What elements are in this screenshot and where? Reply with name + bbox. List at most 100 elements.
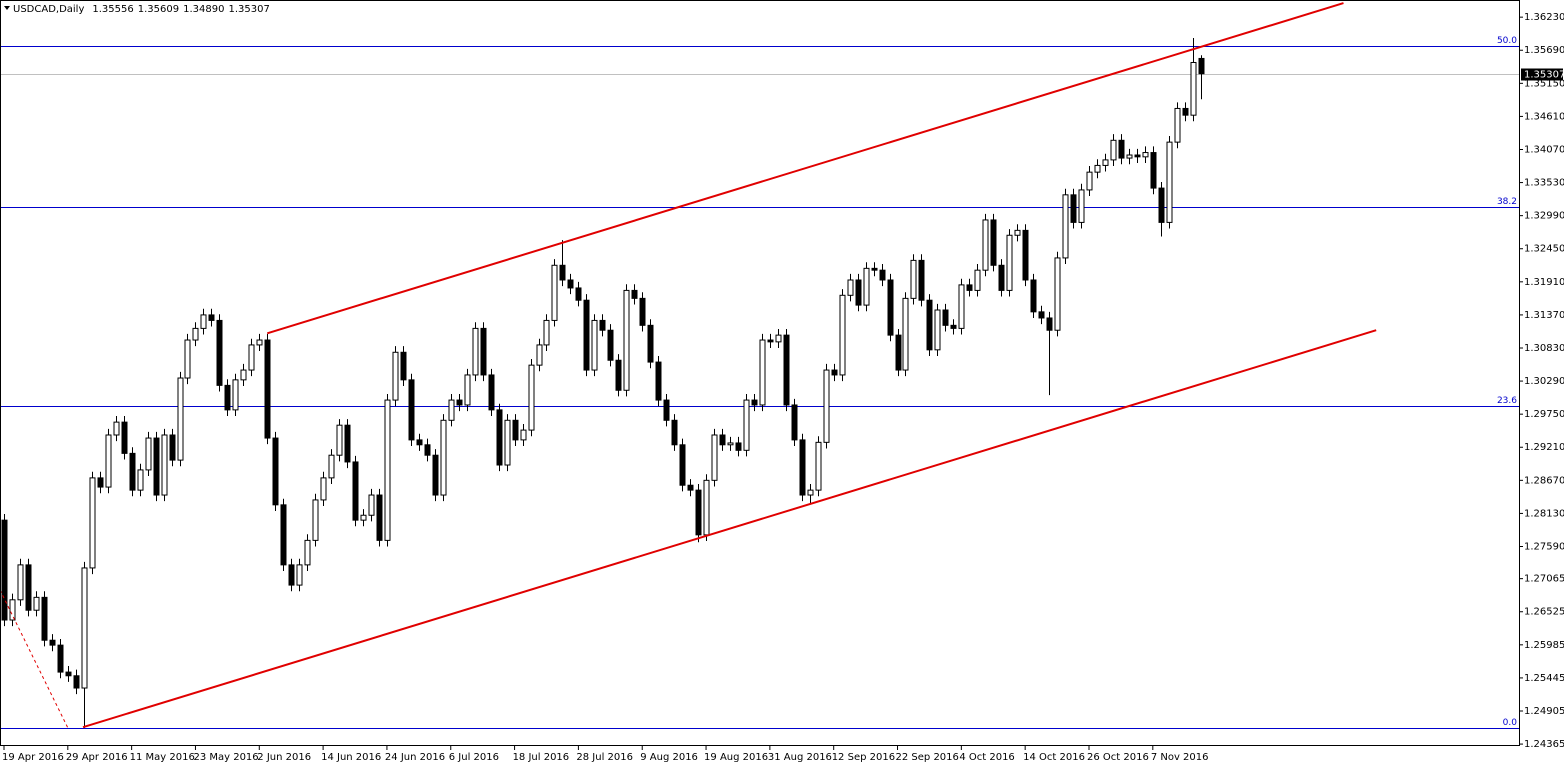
chart-title: USDCAD,Daily 1.35556 1.35609 1.34890 1.35307 [13, 4, 270, 15]
x-tick-label: 28 Jul 2016 [576, 752, 633, 763]
y-tick-label: 1.28130 [1524, 508, 1564, 519]
candle-body [512, 419, 519, 441]
candle-body [97, 477, 104, 488]
candle-body [232, 379, 239, 411]
open-value: 1.35556 [92, 4, 133, 15]
candle-body [727, 442, 734, 446]
candle-body [1078, 189, 1085, 223]
candle-body [145, 437, 152, 471]
candle-body [990, 219, 997, 266]
candle-body [934, 309, 941, 351]
fib-level-label: 38.2 [1497, 197, 1517, 207]
symbol: USDCAD,Daily [13, 4, 84, 15]
candle-body [280, 504, 287, 566]
candle-body [536, 344, 543, 366]
candle-body [607, 329, 614, 361]
candle-body [65, 671, 72, 677]
candle-body [1134, 154, 1141, 158]
candle-body [543, 319, 550, 346]
candle-body [1150, 152, 1157, 189]
candle-body [33, 596, 40, 611]
trendline [0, 589, 69, 729]
candle-body [344, 424, 351, 463]
candle-body [950, 324, 957, 329]
x-tick-label: 6 Jul 2016 [449, 752, 499, 763]
candle-body [575, 287, 582, 301]
candle-body [1182, 107, 1189, 116]
candle-body [73, 675, 80, 689]
candle-body [799, 439, 806, 496]
y-tick-label: 1.24905 [1524, 706, 1564, 717]
x-tick-label: 2 Jun 2016 [257, 752, 311, 763]
candle-body [1046, 317, 1053, 331]
candle-body [1166, 141, 1173, 223]
x-tick-label: 22 Sep 2016 [896, 752, 959, 763]
candle-body [400, 351, 407, 381]
candle-body [703, 479, 710, 536]
candle-body [775, 334, 782, 343]
y-tick-label: 1.28670 [1524, 475, 1564, 486]
candle-body [1142, 152, 1149, 158]
candle-body [256, 339, 263, 346]
candle-body [105, 434, 112, 488]
candle-body [240, 369, 247, 381]
x-tick-label: 29 Apr 2016 [66, 752, 128, 763]
candle-body [1030, 279, 1037, 313]
candle-body [679, 444, 686, 486]
candle-body [49, 639, 56, 646]
candle-body [663, 399, 670, 421]
candle-body [1022, 229, 1029, 281]
y-tick-label: 1.32990 [1524, 211, 1564, 222]
candle-body [871, 267, 878, 271]
y-tick-label: 1.35150 [1524, 78, 1564, 89]
candle-body [1014, 229, 1021, 236]
candle-body [623, 289, 630, 391]
candle-body [1102, 159, 1109, 166]
candle-body [958, 284, 965, 329]
candle-body [735, 442, 742, 451]
candle-body [328, 454, 335, 479]
y-tick-label: 1.27590 [1524, 541, 1564, 552]
candle-body [559, 264, 566, 281]
y-tick-label: 1.29210 [1524, 442, 1564, 453]
candle-body [751, 399, 758, 406]
candle-body [528, 364, 535, 431]
candle-body [791, 404, 798, 441]
candle-body [902, 297, 909, 371]
x-tick-label: 24 Jun 2016 [385, 752, 445, 763]
candle-body [488, 374, 495, 411]
y-tick-label: 1.31910 [1524, 277, 1564, 288]
candle-body [360, 514, 367, 521]
candle-body [264, 339, 271, 439]
candle-body [177, 377, 184, 461]
candle-body [639, 297, 646, 326]
candle-body [1198, 57, 1205, 75]
trendline [82, 329, 1377, 729]
candle-body [711, 434, 718, 481]
candle-body [918, 259, 925, 301]
candle-body [121, 421, 128, 454]
candle-body [671, 419, 678, 446]
candle-body [1086, 171, 1093, 191]
candle-body [113, 421, 120, 436]
candle-body [1062, 194, 1069, 259]
candle-body [312, 499, 319, 541]
candle-body [25, 564, 32, 611]
fib-level-label: 50.0 [1497, 36, 1517, 46]
y-tick-label: 1.25985 [1524, 640, 1564, 651]
candle-body [496, 409, 503, 466]
y-tick-label: 1.36230 [1524, 12, 1564, 23]
candle-body [504, 419, 511, 466]
candle-body [567, 279, 574, 289]
x-tick-label: 9 Aug 2016 [640, 752, 698, 763]
candle-body [942, 309, 949, 326]
candle-body [192, 327, 199, 341]
candle-body [1006, 234, 1013, 291]
candle-body [216, 319, 223, 386]
plot-frame [0, 0, 1520, 746]
candle-body [1038, 311, 1045, 319]
candle-body [392, 351, 399, 401]
candle-body [966, 284, 973, 291]
